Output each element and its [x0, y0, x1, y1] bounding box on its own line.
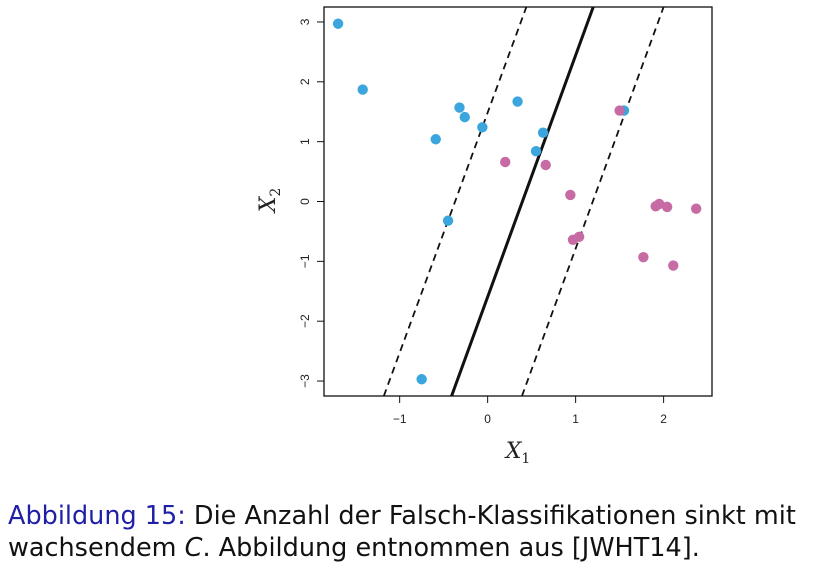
y-tick-label: 3 — [298, 18, 312, 25]
purple-data-point — [540, 159, 551, 171]
blue-data-point — [454, 102, 465, 113]
blue-data-point — [537, 127, 549, 138]
x-tick-label: −1 — [393, 412, 407, 426]
figure-caption: Abbildung 15: Die Anzahl der Falsch-Klas… — [8, 500, 823, 564]
purple-data-point — [690, 203, 702, 214]
blue-data-point — [357, 84, 368, 95]
margin-line-2 — [521, 7, 665, 396]
purple-data-point — [668, 260, 679, 271]
decision-boundary-line — [450, 7, 595, 396]
caption-label: Abbildung 15: — [8, 501, 186, 531]
purple-data-point — [654, 198, 665, 210]
x-tick-label: 1 — [572, 412, 579, 426]
scatter-plot: −1 0 1 2 −3 −2 −1 0 1 2 3 X1 X2 — [256, 6, 713, 467]
purple-data-point — [638, 251, 649, 263]
caption-text-after: . Abbildung entnommen aus [JWHT14]. — [202, 533, 700, 563]
blue-data-point — [332, 18, 344, 29]
purple-data-point — [661, 201, 673, 213]
caption-text-before: Die Anzahl der Falsch-Klassifikationen s… — [8, 501, 796, 563]
blue-data-point — [442, 215, 454, 226]
y-tick-label: −1 — [298, 254, 312, 268]
blue-data-point — [512, 96, 523, 107]
y-tick-label: −3 — [298, 374, 312, 388]
blue-data-point — [459, 111, 470, 123]
blue-data-point — [477, 122, 488, 133]
purple-data-point — [565, 189, 576, 201]
blue-data-point — [430, 134, 441, 145]
purple-data-point — [500, 156, 511, 168]
purple-data-point — [573, 231, 585, 243]
margin-line-1 — [382, 7, 528, 396]
y-axis-title: X2 — [256, 188, 284, 215]
y-tick-label: 1 — [298, 138, 312, 145]
x-axis-title: X1 — [504, 439, 531, 467]
blue-data-point — [416, 374, 427, 385]
blue-data-point — [530, 146, 542, 157]
purple-data-point — [614, 105, 625, 116]
y-tick-label: −2 — [298, 314, 312, 328]
x-tick-label: 0 — [484, 412, 491, 426]
x-tick-label: 2 — [660, 412, 667, 426]
caption-symbol: C — [184, 533, 203, 563]
y-tick-label: 2 — [298, 78, 312, 85]
y-tick-label: 0 — [298, 198, 312, 205]
